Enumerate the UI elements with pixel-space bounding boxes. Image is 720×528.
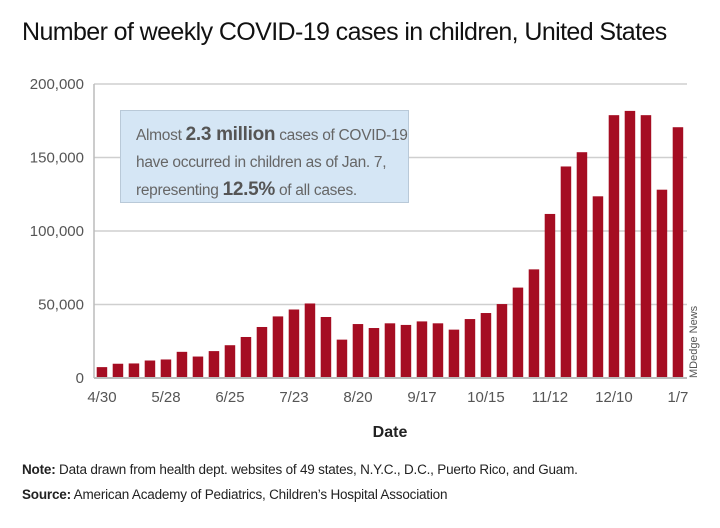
note-line: Note: Data drawn from health dept. websi…: [22, 462, 578, 477]
bar-10-8: [464, 319, 476, 378]
y-tick-label: 150,000: [30, 150, 84, 167]
bar-4-30: [96, 367, 108, 378]
bar-12-24: [640, 115, 652, 378]
x-tick-label: 4/30: [87, 389, 116, 406]
source-line: Source: American Academy of Pediatrics, …: [22, 487, 447, 502]
bar-6-25: [224, 345, 236, 378]
bar-7-9: [256, 326, 268, 378]
source-label: Source:: [22, 487, 71, 502]
bar-10-29: [512, 287, 524, 378]
bar-5-7: [112, 363, 124, 378]
bar-9-3: [384, 323, 396, 378]
x-axis-label: Date: [373, 424, 408, 441]
bar-1-7: [672, 127, 684, 378]
x-tick-label: 9/17: [407, 389, 436, 406]
bar-8-27: [368, 328, 380, 378]
annotation-text: representing: [136, 182, 223, 199]
bar-11-19: [560, 166, 572, 378]
x-tick-label: 10/15: [467, 389, 505, 406]
chart-title: Number of weekly COVID-19 cases in child…: [22, 18, 667, 46]
bar-5-21: [144, 360, 156, 378]
bar-7-16: [272, 316, 284, 378]
x-tick-label: 6/25: [215, 389, 244, 406]
note-label: Note:: [22, 462, 56, 477]
x-tick-label: 1/7: [668, 389, 689, 406]
note-text: Data drawn from health dept. websites of…: [55, 462, 578, 477]
annotation-text: cases of COVID-19: [275, 127, 408, 144]
bar-9-17: [416, 321, 428, 378]
credit-text: MDedge News: [688, 305, 700, 378]
bar-10-1: [448, 329, 460, 378]
x-tick-label: 11/12: [532, 389, 568, 406]
bar-6-18: [208, 351, 220, 378]
bar-12-17: [624, 110, 636, 378]
bar-11-12: [544, 213, 556, 378]
annotation-highlight: 2.3 million: [185, 124, 276, 145]
x-tick-label: 12/10: [595, 389, 633, 406]
y-tick-label: 100,000: [30, 223, 84, 240]
annotation-box: Almost 2.3 million cases of COVID-19 hav…: [120, 110, 409, 203]
x-tick-label: 8/20: [343, 389, 372, 406]
bar-10-22: [496, 304, 508, 378]
source-text: American Academy of Pediatrics, Children…: [70, 487, 448, 502]
y-tick-label: 0: [76, 370, 84, 387]
y-tick-label: 200,000: [30, 76, 84, 93]
y-tick-label: 50,000: [38, 297, 84, 314]
x-tick-label: 7/23: [279, 389, 308, 406]
x-tick-label: 5/28: [151, 389, 180, 406]
bar-5-28: [160, 359, 172, 378]
annotation-text: of all cases.: [274, 182, 357, 199]
annotation-highlight: 12.5%: [222, 179, 276, 200]
bar-10-15: [480, 313, 492, 378]
bar-8-20: [352, 324, 364, 378]
bar-9-24: [432, 323, 444, 378]
bar-12-3: [592, 196, 604, 378]
bar-12-31: [656, 189, 668, 378]
bar-7-30: [304, 303, 316, 378]
bar-8-6: [320, 316, 332, 378]
bar-8-13: [336, 339, 348, 378]
annotation-text: Almost: [136, 127, 186, 144]
bar-11-26: [576, 152, 588, 378]
bar-7-2: [240, 336, 252, 378]
bar-7-23: [288, 309, 300, 378]
bar-9-10: [400, 324, 412, 378]
bar-5-14: [128, 363, 140, 378]
bar-12-10: [608, 115, 620, 378]
bar-6-11: [192, 356, 204, 378]
annotation-text: have occurred in children as of Jan. 7,: [136, 154, 387, 171]
bar-6-4: [176, 351, 188, 378]
bar-11-5: [528, 269, 540, 378]
